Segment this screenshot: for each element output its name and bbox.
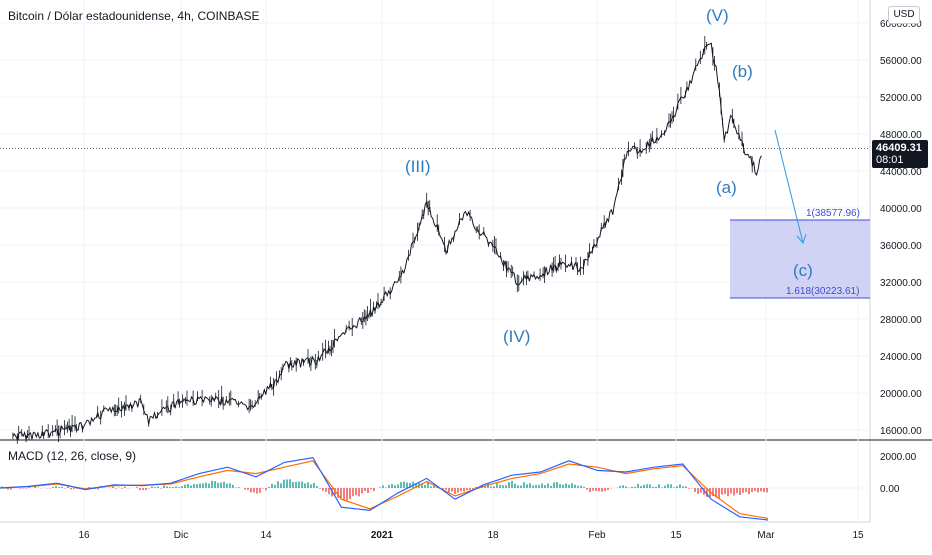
symbol-title[interactable]: Bitcoin / Dólar estadounidense, 4h, COIN… [8, 9, 260, 23]
time-axis-tick-label: 15 [852, 530, 864, 541]
wave-label-v[interactable]: (V) [706, 6, 729, 25]
price-series [0, 36, 870, 444]
wave-label-iii[interactable]: (III) [405, 157, 431, 176]
macd-axis-tick-label: 0.00 [880, 484, 900, 495]
price-axis-tick-label: 32000.00 [880, 278, 922, 289]
currency-badge[interactable]: USD [888, 6, 920, 24]
macd-indicator-title[interactable]: MACD (12, 26, close, 9) [8, 449, 137, 463]
price-axis-tick-label: 36000.00 [880, 241, 922, 252]
wave-label-iv[interactable]: (IV) [503, 327, 530, 346]
fib-zone-fill [730, 220, 870, 298]
macd-axis-tick-label: 2000.00 [880, 452, 917, 463]
time-axis-tick-label: 2021 [371, 530, 394, 541]
price-axis-tick-label: 16000.00 [880, 426, 922, 437]
price-axis-tick-label: 52000.00 [880, 93, 922, 104]
macd-pane[interactable] [0, 456, 870, 521]
fib-label-lower: 1.618(30223.61) [786, 286, 859, 297]
arrow-shaft [774, 129, 804, 244]
arrow-head [796, 233, 807, 244]
time-axis-tick-label: 16 [78, 530, 90, 541]
time-axis[interactable]: 16 Dic 14 2021 18 Feb 15 Mar 15 [78, 530, 864, 541]
price-axis-tick-label: 60000.00 [880, 19, 922, 30]
fibonacci-extension-zone[interactable]: 1(38577.96) 1.618(30223.61) [730, 208, 870, 299]
projection-arrow[interactable] [774, 129, 807, 244]
price-axis-tick-label: 48000.00 [880, 130, 922, 141]
time-axis-tick-label: Dic [174, 530, 188, 541]
price-axis-tick-label: 20000.00 [880, 389, 922, 400]
price-axis-tick-label: 24000.00 [880, 352, 922, 363]
fib-label-upper: 1(38577.96) [806, 208, 860, 219]
price-axis[interactable]: 60000.00 56000.00 52000.00 48000.00 44000.00… [880, 19, 922, 437]
macd-signal-line [0, 460, 769, 519]
time-axis-tick-label: 18 [487, 530, 499, 541]
macd-axis[interactable]: 2000.00 0.00 [880, 452, 917, 495]
last-price-tag: 46409.31 08:01 [872, 140, 928, 168]
price-line [12, 42, 762, 442]
bar-countdown: 08:01 [876, 154, 904, 166]
time-axis-tick-label: Mar [757, 530, 775, 541]
grid [0, 0, 870, 522]
wave-label-b[interactable]: (b) [732, 62, 753, 81]
wave-label-c[interactable]: (c) [793, 261, 813, 280]
last-price-value: 46409.31 [876, 142, 922, 154]
price-axis-tick-label: 44000.00 [880, 167, 922, 178]
price-axis-tick-label: 56000.00 [880, 56, 922, 67]
price-axis-tick-label: 28000.00 [880, 315, 922, 326]
time-axis-tick-label: 14 [260, 530, 272, 541]
macd-line [0, 456, 769, 521]
time-axis-tick-label: 15 [670, 530, 682, 541]
elliott-wave-labels[interactable]: (III) (IV) (V) (a) (b) (c) [405, 6, 813, 346]
wave-label-a[interactable]: (a) [716, 178, 737, 197]
price-axis-tick-label: 40000.00 [880, 204, 922, 215]
time-axis-tick-label: Feb [588, 530, 606, 541]
